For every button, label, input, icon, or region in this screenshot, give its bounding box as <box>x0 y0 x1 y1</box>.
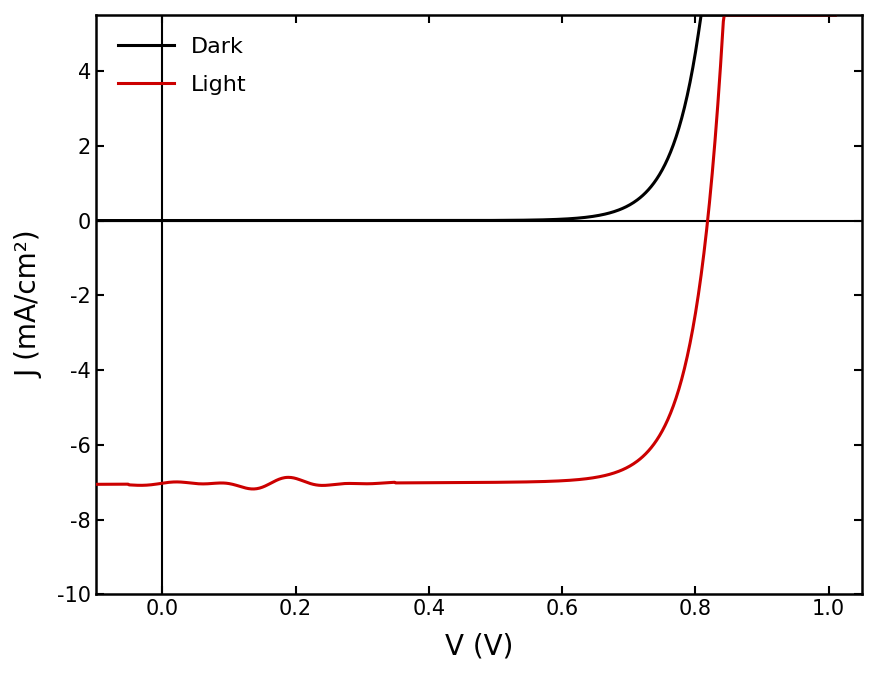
Dark <box>90 216 101 224</box>
Light <box>521 478 531 486</box>
Legend: Dark, Light: Dark, Light <box>107 26 258 106</box>
Light <box>90 480 101 488</box>
Dark <box>728 11 738 19</box>
Light <box>540 477 551 485</box>
Dark <box>520 216 531 224</box>
Dark <box>652 175 662 183</box>
X-axis label: V (V): V (V) <box>445 633 513 661</box>
Light <box>562 477 573 485</box>
Dark <box>136 216 146 224</box>
Line: Light: Light <box>96 15 836 489</box>
Dark <box>831 11 841 19</box>
Light <box>652 435 663 443</box>
Dark <box>561 215 572 223</box>
Y-axis label: J (mA/cm²): J (mA/cm²) <box>15 231 43 379</box>
Dark <box>539 216 550 224</box>
Light <box>136 481 146 489</box>
Dark <box>695 11 706 19</box>
Light <box>831 11 841 19</box>
Light <box>729 11 739 19</box>
Light <box>248 485 259 493</box>
Light <box>719 11 730 19</box>
Line: Dark: Dark <box>96 15 836 220</box>
